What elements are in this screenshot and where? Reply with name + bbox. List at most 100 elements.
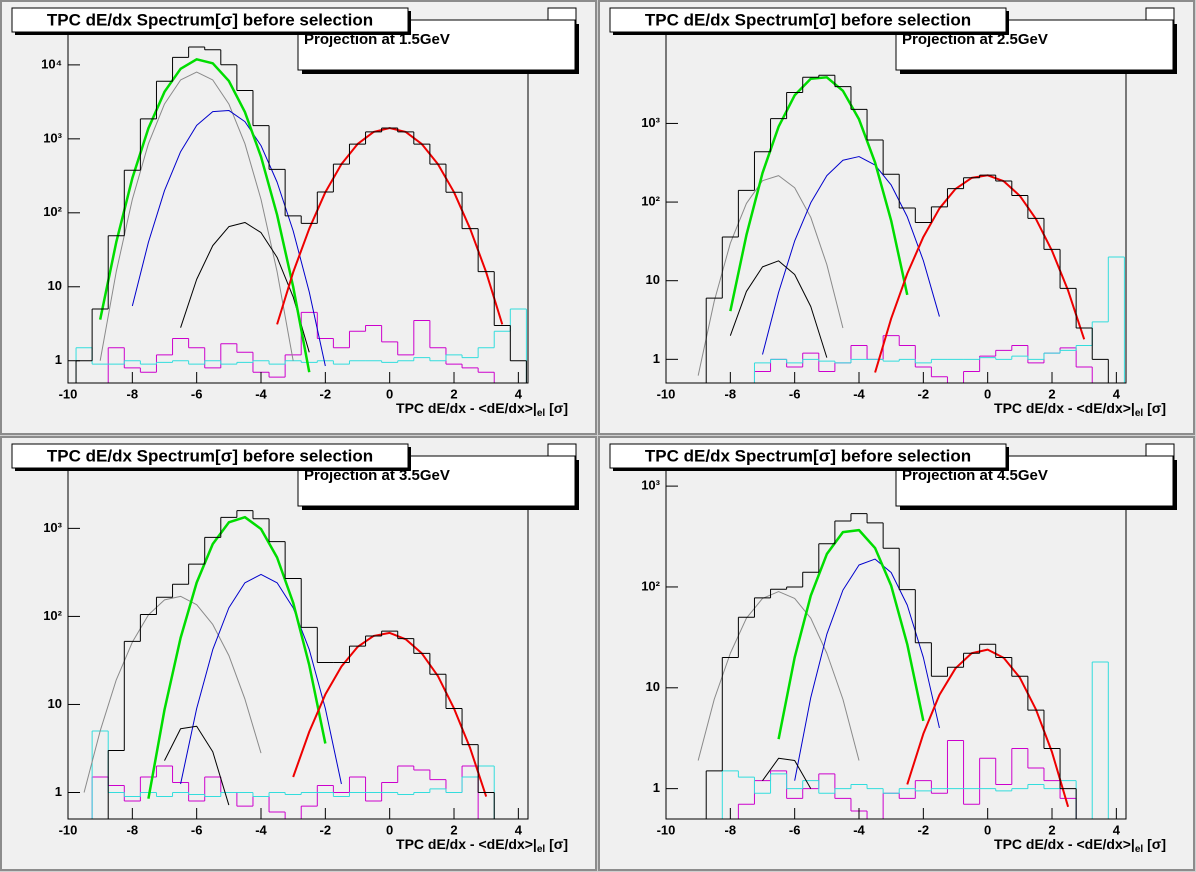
y-tick-label: 10³ (641, 115, 660, 130)
x-tick-label: -10 (657, 822, 676, 837)
x-tick-label: -6 (191, 822, 203, 837)
x-axis-title-part: TPC dE/dx - <dE/dx>| (396, 836, 537, 852)
plot-frame (68, 22, 528, 383)
y-tick-label: 10² (641, 578, 660, 593)
x-tick-label: -4 (853, 822, 865, 837)
fit-curve (164, 725, 230, 806)
y-tick-label: 10 (646, 679, 660, 694)
x-axis-title-part: TPC dE/dx - <dE/dx>| (994, 400, 1135, 416)
subtitle: Projection at 4.5GeV (902, 467, 1048, 484)
x-axis-title: TPC dE/dx - <dE/dx>|el [σ] (396, 836, 568, 855)
plot-area (697, 513, 1109, 819)
x-tick-label: 0 (984, 822, 991, 837)
y-tick-label: 10⁴ (41, 56, 62, 71)
fit-curve (180, 573, 342, 785)
x-tick-label: -4 (255, 822, 267, 837)
x-axis-title: TPC dE/dx - <dE/dx>|el [σ] (994, 400, 1166, 419)
x-axis-title-part: el (1135, 408, 1144, 419)
x-axis-title: TPC dE/dx - <dE/dx>|el [σ] (396, 400, 568, 419)
subtitle: Projection at 1.5GeV (304, 31, 450, 48)
fit-curve (147, 515, 327, 799)
plot-frame (666, 22, 1126, 383)
subtitle: Projection at 2.5GeV (902, 31, 1048, 48)
x-tick-label: -6 (789, 386, 801, 401)
x-axis-title-part: [σ] (545, 836, 568, 852)
x-tick-label: -8 (725, 386, 737, 401)
x-axis-title-part: [σ] (545, 400, 568, 416)
x-tick-label: 2 (1048, 822, 1055, 837)
fit-curve (777, 528, 925, 740)
x-tick-label: -4 (853, 386, 865, 401)
fit-curve (729, 260, 828, 358)
x-tick-label: -8 (127, 822, 139, 837)
subtitle: Projection at 3.5GeV (304, 467, 450, 484)
fit-curve (729, 76, 909, 312)
y-tick-label: 10² (43, 204, 62, 219)
x-tick-label: -6 (191, 386, 203, 401)
x-tick-label: 2 (450, 386, 457, 401)
x-axis-title-part: TPC dE/dx - <dE/dx>| (994, 836, 1135, 852)
x-tick-label: 2 (450, 822, 457, 837)
x-axis-title-part: el (537, 844, 546, 855)
x-axis-title-part: TPC dE/dx - <dE/dx>| (396, 400, 537, 416)
fit-curve (762, 156, 940, 355)
x-tick-label: -8 (725, 822, 737, 837)
x-tick-label: -4 (255, 386, 267, 401)
y-tick-label: 10² (641, 194, 660, 209)
title-box (11, 443, 409, 469)
x-tick-label: -2 (918, 822, 930, 837)
x-axis-title-part: el (537, 408, 546, 419)
fit-curve (131, 109, 326, 367)
x-axis-title-part: [σ] (1143, 836, 1166, 852)
fit-curve (697, 591, 860, 761)
x-axis-title: TPC dE/dx - <dE/dx>|el [σ] (994, 836, 1166, 855)
y-tick-label: 10 (646, 272, 660, 287)
title-box (609, 7, 1007, 33)
fit-curve (906, 648, 1070, 808)
y-tick-label: 10 (48, 696, 62, 711)
y-tick-label: 10³ (641, 478, 660, 493)
plot-area (83, 510, 495, 819)
x-tick-label: 4 (1113, 822, 1121, 837)
x-axis-title-part: [σ] (1143, 400, 1166, 416)
y-tick-label: 10² (43, 608, 62, 623)
x-tick-label: 4 (1113, 386, 1121, 401)
chart-title: TPC dE/dx Spectrum[σ] before selection (645, 10, 971, 29)
y-tick-label: 10³ (43, 130, 62, 145)
fit-curve (762, 757, 812, 789)
fit-curve (99, 71, 294, 361)
x-tick-label: 0 (386, 386, 393, 401)
x-tick-label: 0 (386, 822, 393, 837)
plot-area (75, 46, 527, 383)
fit-curve (180, 221, 310, 353)
x-tick-label: -2 (320, 386, 332, 401)
y-tick-label: 1 (653, 780, 660, 795)
y-tick-label: 1 (55, 352, 62, 367)
x-axis-title-part: el (1135, 844, 1144, 855)
x-tick-label: -6 (789, 822, 801, 837)
fit-curve (83, 595, 262, 793)
y-tick-label: 10³ (43, 520, 62, 535)
x-tick-label: -10 (59, 386, 78, 401)
plot-area (697, 74, 1125, 383)
chart-title: TPC dE/dx Spectrum[σ] before selection (47, 446, 373, 465)
x-tick-label: 0 (984, 386, 991, 401)
x-tick-label: -8 (127, 386, 139, 401)
chart-title: TPC dE/dx Spectrum[σ] before selection (47, 10, 373, 29)
x-tick-label: -10 (59, 822, 78, 837)
x-tick-label: -2 (918, 386, 930, 401)
y-tick-label: 1 (653, 351, 660, 366)
plot-frame (68, 458, 528, 819)
x-tick-label: 2 (1048, 386, 1055, 401)
y-tick-label: 1 (55, 784, 62, 799)
y-tick-label: 10 (48, 278, 62, 293)
x-tick-label: -2 (320, 822, 332, 837)
chart-title: TPC dE/dx Spectrum[σ] before selection (645, 446, 971, 465)
x-tick-label: 4 (515, 822, 523, 837)
title-box (11, 7, 409, 33)
